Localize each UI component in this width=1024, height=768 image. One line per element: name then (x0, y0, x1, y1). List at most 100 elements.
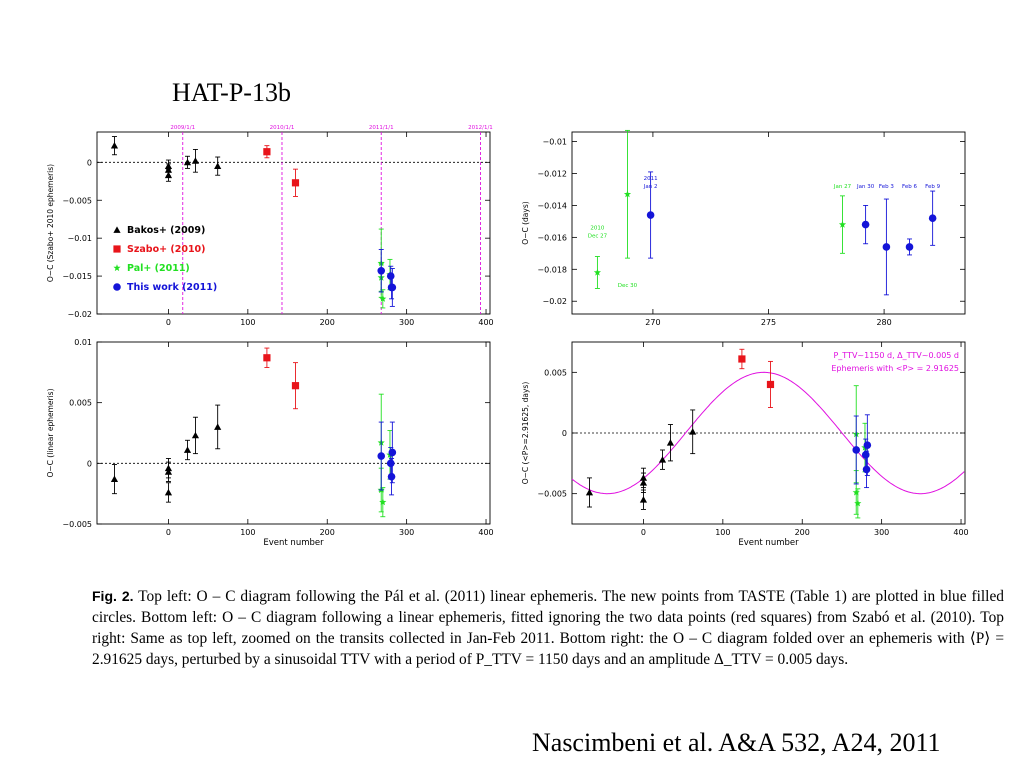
point-square-1 (291, 179, 300, 187)
panel-top-right: 270 275 280 −0.01 −0.012 −0.014 −0.016 −0.018 −0… (521, 129, 966, 327)
legend-entry: Szabo+ (2010) (127, 244, 206, 255)
x-tick-label: 300 (874, 528, 889, 537)
series-bakos-2009- (110, 404, 222, 503)
series-szabo-2010- (263, 347, 300, 410)
point-circle-3 (863, 441, 872, 449)
point-triangle-4 (658, 456, 667, 463)
x-axis-label: Event number (263, 538, 324, 548)
y-tick-label: 0 (87, 158, 92, 167)
point-circle-3 (388, 283, 397, 292)
x-tick-label: 200 (320, 318, 335, 327)
slide-title: HAT-P-13b (172, 78, 291, 107)
series-this-work-2011- (377, 249, 397, 307)
x-tick-label: 300 (399, 528, 414, 537)
point-triangle-5 (191, 431, 200, 439)
y-tick-label: −0.02 (542, 297, 567, 306)
series-this-work-2011- (852, 414, 872, 489)
y-tick-label: −0.018 (537, 265, 567, 274)
x-tick-label: 300 (399, 318, 414, 327)
x-tick-label: 100 (240, 528, 255, 537)
point-circle-0 (377, 266, 386, 275)
point-star-2 (379, 295, 387, 302)
plot-frame (96, 131, 491, 315)
point-square-0 (738, 355, 746, 363)
point-triangle-2 (164, 468, 173, 475)
point-annotation: Dec 27 (588, 233, 608, 239)
point-circle-0 (852, 446, 861, 454)
point-triangle-5 (191, 157, 200, 164)
point-circle-0 (377, 452, 386, 460)
point-star-1 (623, 190, 632, 198)
point-circle-3 (388, 448, 397, 457)
panel-bottom-right: 0 100 200 300 400 0.005 0 −0.005 O−C (<P>=2.9162… (521, 341, 969, 548)
x-tick-label: 100 (240, 318, 255, 327)
point-square-legend-1 (113, 245, 121, 253)
point-star-legend-2 (113, 264, 121, 272)
point-triangle-0 (110, 475, 119, 482)
point-annotation: Jan 2 (643, 184, 658, 190)
point-circle-2 (862, 465, 871, 474)
point-annotation: 2010 (590, 225, 604, 231)
x-tick-label: 0 (166, 318, 171, 327)
point-circle-1 (861, 451, 870, 459)
point-circle-1 (386, 459, 395, 468)
y-tick-label: 0.01 (74, 338, 92, 347)
x-axis-label: Event number (738, 538, 799, 548)
series-this-work-2011- (377, 421, 397, 496)
series-this-work-2011- (646, 171, 937, 296)
point-square-0 (263, 148, 271, 156)
point-circle-legend-3 (113, 283, 121, 291)
point-circle-1 (861, 220, 870, 229)
y-tick-label: −0.005 (537, 490, 567, 499)
point-annotation: Jan 30 (856, 184, 875, 190)
point-triangle-0 (585, 488, 594, 496)
point-circle-2 (882, 243, 891, 251)
point-triangle-2 (639, 479, 648, 486)
y-tick-label: 0.005 (69, 399, 92, 408)
x-tick-label: 100 (715, 528, 730, 537)
y-axis-label: O−C (Szabo+ 2010 ephemeris) (46, 164, 55, 282)
date-marker-label: 2011/1/1 (369, 125, 394, 131)
date-marker-label: 2010/1/1 (270, 125, 295, 131)
x-tick-label: 200 (795, 528, 810, 537)
x-tick-label: 270 (645, 318, 660, 327)
legend-entry: This work (2011) (127, 282, 217, 293)
x-tick-label: 0 (641, 528, 646, 537)
y-tick-label: −0.01 (67, 234, 92, 243)
fit-legend-text: Ephemeris with <P> = 2.91625 (831, 364, 959, 373)
point-circle-3 (905, 243, 914, 251)
plot-frame (96, 341, 491, 525)
y-tick-label: −0.012 (537, 170, 567, 179)
point-circle-4 (928, 214, 937, 223)
y-axis-label: O−C (<P>=2.91625, days) (521, 382, 530, 485)
point-circle-2 (387, 472, 396, 481)
y-tick-label: −0.005 (62, 196, 92, 205)
y-tick-label: −0.02 (67, 310, 92, 319)
point-annotation: 2011 (644, 176, 658, 182)
point-triangle-legend-0 (113, 226, 121, 233)
citation-credit: Nascimbeni et al. A&A 532, A24, 2011 (532, 728, 941, 757)
point-circle-0 (646, 211, 655, 219)
point-triangle-0 (110, 142, 119, 149)
y-tick-label: −0.01 (542, 138, 567, 147)
legend-entry: Bakos+ (2009) (127, 225, 205, 236)
point-star-0 (593, 268, 601, 276)
point-star-2 (854, 499, 862, 507)
x-tick-label: 400 (478, 318, 493, 327)
date-marker-label: 2009/1/1 (170, 125, 195, 131)
series-bakos-2009- (110, 136, 222, 182)
point-triangle-6 (689, 428, 697, 435)
y-tick-label: −0.015 (62, 272, 92, 281)
point-annotation: Feb 6 (902, 184, 917, 190)
point-triangle-3 (639, 496, 648, 503)
point-square-1 (291, 382, 300, 390)
point-triangle-4 (183, 446, 192, 453)
sinusoid-fit-curve (571, 371, 965, 495)
figure-panels: 0 100 200 300 400 0 −0.005 −0.01 −0.015 −0.02 O−C … (46, 125, 969, 548)
point-annotation: Feb 3 (879, 184, 894, 190)
point-triangle-6 (214, 423, 222, 430)
point-annotation: Dec 30 (618, 283, 638, 289)
y-axis-label: O−C (days) (521, 201, 530, 244)
point-star-2 (838, 220, 847, 228)
point-triangle-4 (183, 158, 192, 166)
